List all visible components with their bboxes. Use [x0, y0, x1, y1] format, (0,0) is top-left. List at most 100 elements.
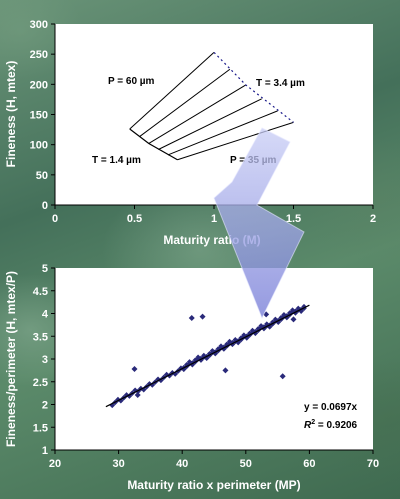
equation-label: y = 0.0697x — [304, 402, 358, 413]
bottom-y-tick-label: 4.5 — [33, 286, 48, 298]
annotation-p60: P = 60 µm — [108, 76, 155, 87]
data-point — [232, 337, 238, 343]
maturity-line — [177, 121, 294, 161]
top-x-tick-label: 2 — [370, 213, 376, 225]
outlier-point — [188, 315, 195, 322]
top-y-tick-label: 150 — [30, 110, 48, 122]
data-point — [218, 343, 224, 349]
bottom-x-tick-label: 30 — [112, 458, 124, 470]
data-point — [221, 344, 227, 350]
top-y-tick-label: 100 — [30, 140, 48, 152]
data-point — [184, 362, 190, 368]
top-y-axis-label: Fineness (H, mtex) — [4, 61, 18, 168]
maturity-line — [129, 51, 215, 130]
maturity-line — [158, 98, 262, 150]
data-point — [163, 371, 170, 378]
data-point — [249, 327, 256, 333]
outlier-point — [199, 313, 206, 320]
bottom-x-tick-label: 40 — [176, 458, 188, 470]
data-point — [261, 324, 267, 330]
outlier-point — [222, 367, 229, 374]
bottom-y-tick-label: 3 — [42, 354, 48, 366]
data-point — [264, 321, 270, 327]
data-point — [109, 402, 116, 409]
bottom-y-tick-label: 1 — [42, 445, 48, 457]
data-point — [209, 348, 216, 354]
top-x-tick-label: 1 — [211, 213, 217, 225]
bottom-x-tick-label: 50 — [240, 458, 252, 470]
boundary-solid-line — [129, 128, 178, 161]
data-point — [247, 330, 253, 336]
data-point — [269, 319, 276, 325]
data-point — [272, 316, 278, 322]
data-point — [255, 325, 261, 332]
data-point — [126, 393, 133, 399]
maturity-line — [148, 84, 247, 144]
data-point — [155, 376, 161, 383]
connecting-arrow — [213, 127, 305, 320]
data-point — [238, 335, 244, 341]
top-boundary-lines — [129, 51, 294, 161]
data-point — [258, 323, 264, 329]
data-point — [229, 339, 236, 346]
top-y-tick-label: 200 — [30, 79, 48, 91]
r-value: = 0.9206 — [315, 420, 357, 431]
bottom-y-tick-label: 2.5 — [33, 377, 48, 389]
top-y-tick-label: 300 — [30, 19, 48, 31]
data-point — [241, 332, 247, 338]
data-point — [295, 305, 301, 311]
data-point — [166, 372, 173, 379]
annotation-t34: T = 3.4 µm — [256, 78, 305, 89]
top-x-tick-label: 0 — [52, 213, 58, 225]
data-point — [287, 310, 293, 316]
data-point — [281, 312, 287, 318]
data-point — [201, 352, 207, 358]
top-x-tick-label: 0.5 — [127, 213, 142, 225]
bottom-x-tick-label: 60 — [303, 458, 315, 470]
top-y-tick-label: 50 — [36, 170, 48, 182]
data-point — [178, 365, 184, 371]
bottom-x-ticks: 20 30 40 50 60 70 — [49, 450, 379, 470]
bottom-x-axis-label: Maturity ratio x perimeter (MP) — [127, 478, 300, 492]
annotation-t14: T = 1.4 µm — [92, 155, 141, 166]
top-x-ticks: 0 0.5 1 1.5 2 — [52, 205, 376, 225]
bottom-plot-area — [55, 268, 373, 450]
data-point — [278, 314, 284, 321]
outlier-point — [279, 373, 286, 380]
data-point — [138, 385, 144, 392]
outlier-point — [131, 366, 138, 373]
bottom-y-tick-label: 3.5 — [33, 331, 48, 343]
data-point — [132, 387, 138, 394]
bottom-y-tick-label: 2 — [42, 400, 48, 412]
r-superscript: 2 — [311, 419, 315, 426]
data-point — [169, 370, 176, 376]
data-point — [284, 313, 290, 319]
top-y-tick-label: 0 — [42, 200, 48, 212]
maturity-line — [167, 110, 278, 156]
top-plot-area — [55, 24, 373, 205]
top-series-lines — [129, 51, 294, 161]
boundary-dotted-line — [213, 51, 294, 123]
top-y-tick-label: 250 — [30, 49, 48, 61]
bottom-x-tick-label: 70 — [367, 458, 379, 470]
data-point — [189, 360, 195, 366]
data-point — [140, 386, 147, 393]
data-point — [115, 396, 121, 403]
data-point — [198, 355, 204, 361]
bottom-x-tick-label: 20 — [49, 458, 61, 470]
data-point — [146, 381, 153, 387]
data-point — [192, 357, 198, 363]
data-point — [292, 308, 299, 314]
top-y-ticks: 0 50 100 150 200 250 300 — [30, 19, 55, 212]
data-point — [215, 346, 221, 352]
data-point — [123, 392, 130, 398]
bottom-y-ticks: 1 1.5 2 2.5 3 3.5 4 4.5 5 — [33, 263, 55, 457]
bottom-y-tick-label: 5 — [42, 263, 48, 275]
outlier-point — [290, 316, 297, 323]
bottom-chart: 20 30 40 50 60 70 1 1.5 2 2.5 3 3.5 4 4.5 5 y = 0.069… — [4, 263, 379, 492]
data-point — [118, 397, 124, 404]
bottom-y-tick-label: 4 — [42, 309, 49, 321]
data-point — [172, 371, 179, 377]
data-point — [252, 328, 258, 335]
